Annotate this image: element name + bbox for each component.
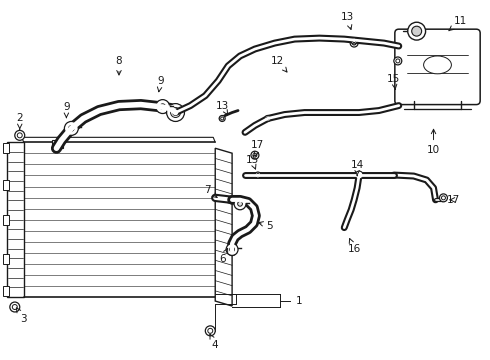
FancyBboxPatch shape	[395, 29, 480, 105]
Circle shape	[350, 39, 358, 47]
Circle shape	[265, 116, 271, 121]
Text: 15: 15	[245, 155, 259, 169]
Circle shape	[396, 59, 400, 63]
Polygon shape	[215, 148, 232, 306]
Circle shape	[160, 104, 166, 109]
Circle shape	[355, 171, 363, 179]
Text: 3: 3	[16, 308, 27, 324]
Bar	[51, 140, 63, 148]
Circle shape	[69, 126, 74, 131]
Circle shape	[253, 153, 257, 157]
Text: 5: 5	[259, 221, 273, 231]
Text: 1: 1	[296, 296, 303, 306]
Text: 14: 14	[350, 160, 364, 176]
Circle shape	[255, 172, 261, 178]
Bar	[3, 255, 9, 264]
Circle shape	[156, 100, 170, 113]
Circle shape	[394, 57, 402, 65]
Circle shape	[208, 328, 213, 333]
Circle shape	[412, 26, 421, 36]
Bar	[3, 143, 9, 153]
Circle shape	[441, 196, 445, 200]
Text: 13: 13	[216, 100, 229, 114]
Text: 12: 12	[271, 56, 287, 72]
Text: 8: 8	[116, 56, 122, 75]
Text: 17: 17	[251, 140, 265, 156]
Circle shape	[226, 243, 238, 255]
Circle shape	[64, 121, 78, 135]
Polygon shape	[7, 142, 24, 297]
Circle shape	[15, 130, 24, 140]
Text: 4: 4	[210, 334, 219, 350]
Circle shape	[234, 198, 246, 210]
Ellipse shape	[424, 56, 451, 74]
Circle shape	[440, 194, 447, 202]
Text: 16: 16	[347, 239, 361, 255]
Circle shape	[171, 108, 180, 117]
Circle shape	[167, 104, 184, 121]
Circle shape	[17, 133, 22, 138]
Text: 6: 6	[219, 248, 228, 264]
Circle shape	[408, 22, 426, 40]
Text: 15: 15	[387, 74, 400, 89]
Text: 13: 13	[341, 12, 354, 30]
Circle shape	[256, 174, 259, 176]
Circle shape	[351, 38, 357, 44]
Circle shape	[353, 40, 356, 42]
Circle shape	[352, 41, 356, 45]
Text: 2: 2	[17, 113, 23, 129]
Circle shape	[251, 151, 259, 159]
Text: 9: 9	[63, 102, 70, 118]
Circle shape	[10, 302, 20, 312]
Circle shape	[219, 116, 225, 121]
Circle shape	[230, 247, 235, 252]
Circle shape	[205, 326, 215, 336]
Text: 9: 9	[157, 76, 164, 92]
Text: 11: 11	[449, 16, 467, 31]
Bar	[3, 180, 9, 190]
Text: 7: 7	[204, 185, 217, 198]
Text: 17: 17	[447, 195, 460, 205]
Bar	[3, 286, 9, 296]
Bar	[3, 215, 9, 225]
Circle shape	[238, 202, 243, 206]
Circle shape	[220, 117, 223, 120]
Circle shape	[267, 117, 270, 120]
Text: 10: 10	[427, 129, 440, 155]
Circle shape	[12, 305, 17, 310]
